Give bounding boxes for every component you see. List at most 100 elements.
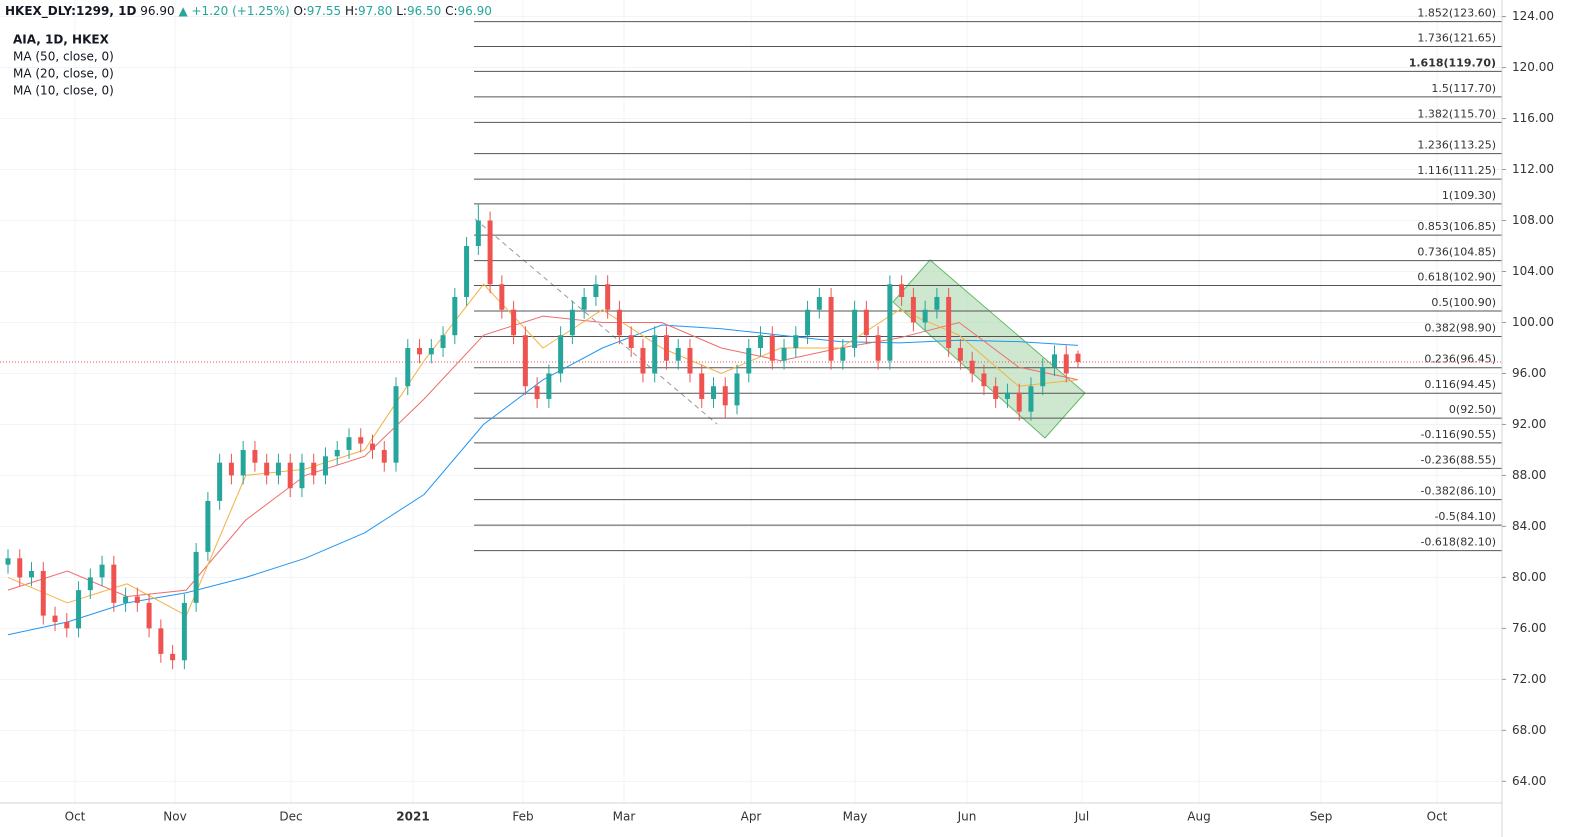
x-tick-label: Oct bbox=[65, 810, 86, 824]
x-tick-label: Dec bbox=[279, 810, 302, 824]
y-tick-label: 72.00 bbox=[1512, 672, 1546, 686]
candle-body bbox=[358, 437, 364, 444]
candle-body bbox=[699, 373, 705, 399]
fib-label: 1.852(123.60) bbox=[1417, 7, 1496, 20]
y-tick-label: 120.00 bbox=[1512, 60, 1554, 74]
candle-body bbox=[275, 462, 281, 476]
x-tick-label: May bbox=[843, 810, 868, 824]
candle-body bbox=[475, 220, 481, 246]
candle-body bbox=[322, 456, 328, 476]
fib-label: -0.618(82.10) bbox=[1420, 536, 1496, 549]
candle-body bbox=[746, 347, 752, 374]
fib-label: 0.116(94.45) bbox=[1424, 378, 1496, 391]
fib-label: 1.736(121.65) bbox=[1417, 32, 1496, 45]
y-tick-label: 112.00 bbox=[1512, 162, 1554, 176]
x-tick-label: Apr bbox=[741, 810, 762, 824]
candle-body bbox=[663, 335, 669, 361]
x-tick-label: Jun bbox=[957, 810, 977, 824]
o-label: O: bbox=[293, 4, 306, 18]
legend-entry: MA (20, close, 0) bbox=[13, 67, 114, 81]
candle-body bbox=[828, 296, 834, 361]
candle-body bbox=[1063, 354, 1069, 374]
candle-body bbox=[205, 500, 211, 552]
fib-label: 0.618(102.90) bbox=[1417, 271, 1496, 284]
candle-body bbox=[464, 245, 470, 297]
candle-body bbox=[1016, 392, 1022, 412]
y-tick-label: 100.00 bbox=[1512, 315, 1554, 329]
candle-body bbox=[899, 284, 905, 297]
candle-body bbox=[299, 462, 305, 489]
high: 97.80 bbox=[358, 4, 392, 18]
y-tick-label: 80.00 bbox=[1512, 570, 1546, 584]
y-tick-label: 68.00 bbox=[1512, 723, 1546, 737]
candle-body bbox=[264, 462, 270, 476]
candle-body bbox=[17, 558, 23, 578]
candle-body bbox=[64, 622, 70, 629]
candle-body bbox=[993, 386, 999, 399]
fib-label: 1.382(115.70) bbox=[1417, 107, 1496, 120]
candle-body bbox=[99, 564, 105, 578]
candle-body bbox=[887, 284, 893, 361]
candle-body bbox=[158, 628, 164, 654]
fib-trendline bbox=[474, 218, 718, 425]
candle-body bbox=[52, 615, 58, 623]
x-tick-label: Aug bbox=[1187, 810, 1210, 824]
plot: 1.852(123.60) 1.736(121.65) 1.618(119.70) 1… bbox=[0, 7, 1502, 670]
fib-label: 0.236(96.45) bbox=[1424, 353, 1496, 366]
candle-body bbox=[123, 596, 129, 603]
price: 96.90 bbox=[140, 4, 174, 18]
y-tick-label: 108.00 bbox=[1512, 213, 1554, 227]
candle-body bbox=[1004, 392, 1010, 399]
y-tick-label: 104.00 bbox=[1512, 264, 1554, 278]
fib-label: 0.853(106.85) bbox=[1417, 220, 1496, 233]
x-tick-label: Mar bbox=[613, 810, 636, 824]
fib-label: 0.5(100.90) bbox=[1431, 296, 1496, 309]
candle-body bbox=[640, 347, 646, 374]
y-tick-label: 96.00 bbox=[1512, 366, 1546, 380]
candle-body bbox=[452, 296, 458, 336]
header: HKEX_DLY:1299, 1D 96.90 ▲ +1.20 (+1.25%)… bbox=[5, 4, 492, 19]
candle-body bbox=[381, 449, 387, 463]
candle-body bbox=[852, 309, 858, 348]
candle-body bbox=[616, 309, 622, 336]
up-arrow: ▲ bbox=[178, 4, 188, 18]
fib-label: -0.116(90.55) bbox=[1420, 428, 1496, 441]
candle-body bbox=[1028, 386, 1034, 412]
x-tick-label: 2021 bbox=[396, 810, 429, 824]
candle-body bbox=[40, 571, 46, 616]
candle-body bbox=[710, 386, 716, 399]
candle-body bbox=[5, 558, 11, 565]
y-tick-label: 64.00 bbox=[1512, 774, 1546, 788]
x-tick-label: Nov bbox=[163, 810, 186, 824]
candle-body bbox=[628, 335, 634, 348]
candle-body bbox=[522, 335, 528, 387]
candle-body bbox=[734, 373, 740, 406]
candle-body bbox=[405, 347, 411, 387]
open: 97.55 bbox=[307, 4, 341, 18]
candle-body bbox=[675, 347, 681, 361]
candle-body bbox=[569, 309, 575, 336]
candle-body bbox=[581, 296, 587, 310]
candle-body bbox=[170, 653, 176, 661]
candle-body bbox=[487, 220, 493, 285]
candle-body bbox=[793, 335, 799, 348]
x-tick-label: Sep bbox=[1310, 810, 1333, 824]
candle-body bbox=[29, 571, 35, 578]
candle-body bbox=[769, 335, 775, 361]
candle-body bbox=[181, 602, 187, 661]
fib-label: -0.5(84.10) bbox=[1434, 510, 1496, 523]
x-tick-label: Oct bbox=[1427, 810, 1448, 824]
fib-label: 0.736(104.85) bbox=[1417, 246, 1496, 259]
candle-body bbox=[440, 335, 446, 348]
candle-body bbox=[546, 373, 552, 399]
candle-body bbox=[910, 296, 916, 323]
fib-label: 0(92.50) bbox=[1449, 403, 1496, 416]
candle-body bbox=[240, 449, 246, 476]
fib-label: 1.236(113.25) bbox=[1417, 139, 1496, 152]
candle-body bbox=[76, 590, 82, 629]
candle-body bbox=[111, 564, 117, 603]
legend-entry: MA (50, close, 0) bbox=[13, 50, 114, 64]
close: 96.90 bbox=[458, 4, 492, 18]
candle-body bbox=[957, 347, 963, 361]
candle-body bbox=[946, 296, 952, 348]
